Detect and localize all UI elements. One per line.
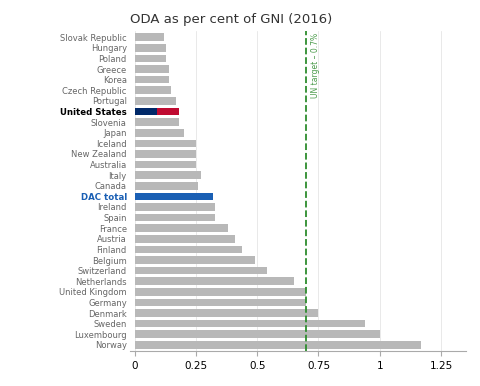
Bar bbox=[134, 44, 167, 52]
Bar bbox=[134, 161, 196, 168]
Bar bbox=[134, 320, 365, 327]
Bar bbox=[134, 309, 318, 317]
Bar bbox=[134, 256, 255, 264]
Bar bbox=[134, 108, 156, 115]
Bar bbox=[134, 341, 421, 349]
Bar bbox=[134, 224, 228, 232]
Bar bbox=[134, 182, 198, 190]
Text: ODA as per cent of GNI (2016): ODA as per cent of GNI (2016) bbox=[130, 13, 332, 25]
Bar bbox=[134, 299, 306, 306]
Bar bbox=[134, 118, 179, 126]
Bar bbox=[134, 235, 235, 243]
Bar bbox=[134, 203, 216, 211]
Bar bbox=[134, 97, 176, 105]
Bar bbox=[134, 288, 306, 296]
Bar bbox=[134, 55, 167, 62]
Bar bbox=[134, 330, 380, 338]
Bar bbox=[134, 150, 196, 158]
Bar bbox=[134, 214, 216, 222]
Bar bbox=[134, 129, 183, 137]
Bar bbox=[134, 139, 196, 147]
Bar bbox=[134, 278, 294, 285]
Bar bbox=[134, 267, 267, 274]
Bar bbox=[134, 65, 169, 73]
Text: UN target – 0.7%: UN target – 0.7% bbox=[311, 32, 320, 98]
Bar bbox=[134, 193, 213, 200]
Bar bbox=[134, 34, 164, 41]
Bar bbox=[134, 245, 242, 253]
Bar bbox=[134, 86, 171, 94]
Bar bbox=[156, 108, 179, 115]
Bar bbox=[134, 76, 169, 83]
Bar bbox=[134, 171, 201, 179]
